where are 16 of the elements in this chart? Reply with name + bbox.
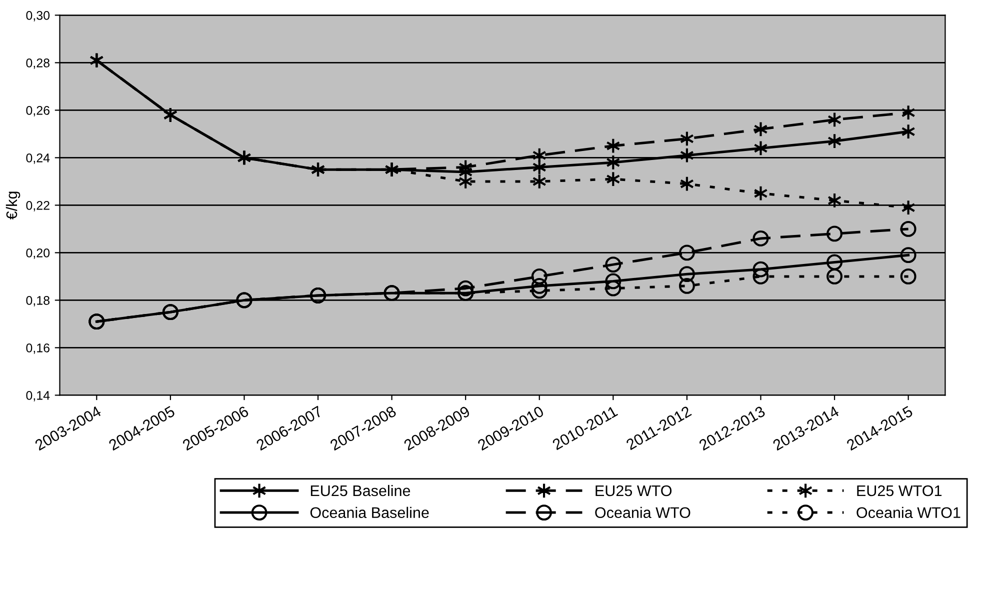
y-tick-label: 0,28 — [26, 58, 50, 69]
legend-label: EU25 WTO — [596, 485, 672, 496]
y-tick-label: 0,30 — [26, 11, 50, 22]
legend-label: Oceania WTO — [595, 506, 690, 518]
y-axis-title: €/kg — [6, 192, 20, 220]
legend-label: Oceania WTO1 — [856, 506, 960, 518]
y-tick-label: 0,24 — [26, 154, 50, 164]
y-tick-label: 0,14 — [26, 391, 50, 402]
y-tick-label: 0,18 — [26, 296, 50, 306]
y-tick-label: 0,20 — [26, 248, 50, 259]
legend-label: EU25 WTO1 — [857, 485, 942, 496]
y-tick-label: 0,16 — [26, 344, 50, 354]
legend-label: Oceania Baseline — [310, 506, 429, 518]
legend-label: EU25 Baseline — [310, 484, 410, 496]
y-tick-label: 0,22 — [26, 201, 50, 212]
y-tick-label: 0,26 — [26, 106, 50, 116]
